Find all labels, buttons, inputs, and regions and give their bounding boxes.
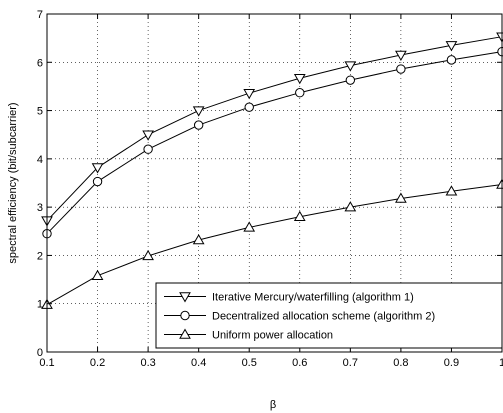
y-tick-label: 2 xyxy=(37,250,43,262)
data-point xyxy=(445,185,458,196)
x-tick-label: 0.3 xyxy=(140,357,155,369)
series-layer xyxy=(41,32,503,309)
data-point xyxy=(293,210,306,222)
data-point xyxy=(91,163,104,174)
data-point xyxy=(91,269,104,280)
legend-entry: Uniform power allocation xyxy=(164,328,333,342)
x-tick-label: 0.8 xyxy=(393,357,408,369)
x-tick-label: 0.6 xyxy=(292,357,307,369)
legend-box xyxy=(155,282,503,349)
y-tick-label: 7 xyxy=(37,9,43,21)
legend-entry: Iterative Mercury/waterfilling (algorith… xyxy=(164,292,414,304)
series-1 xyxy=(41,32,503,227)
y-tick-label: 3 xyxy=(37,202,43,214)
y-tick-label: 6 xyxy=(37,57,43,69)
data-point xyxy=(92,176,103,187)
data-point xyxy=(446,55,457,65)
y-tick-label: 4 xyxy=(37,154,43,166)
data-point xyxy=(192,106,205,117)
series-line xyxy=(46,51,503,235)
data-point xyxy=(344,61,357,72)
data-point xyxy=(395,192,407,203)
data-point xyxy=(243,88,256,100)
y-tick-label: 5 xyxy=(37,106,43,118)
data-point xyxy=(396,64,406,74)
data-point xyxy=(395,50,407,62)
legend-label: Decentralized allocation scheme (algorit… xyxy=(212,311,435,323)
series-line xyxy=(46,183,503,306)
x-tick-label: 0.2 xyxy=(90,357,105,369)
legend-marker xyxy=(179,292,191,303)
legend-label: Iterative Mercury/waterfilling (algorith… xyxy=(212,292,414,304)
plot-frame xyxy=(46,13,503,353)
data-point xyxy=(142,249,154,261)
series-line xyxy=(46,36,503,222)
x-tick-label: 0.9 xyxy=(444,357,459,369)
data-point xyxy=(295,88,305,98)
legend: Iterative Mercury/waterfilling (algorith… xyxy=(155,282,503,349)
x-tick-label: 0.7 xyxy=(343,357,358,369)
data-point xyxy=(142,130,154,141)
y-axis-label: spectral efficiency (bit/subcarrier) xyxy=(7,102,19,263)
legend-marker xyxy=(179,328,191,339)
x-tick-label: 0.1 xyxy=(39,357,54,369)
data-point xyxy=(192,233,205,245)
x-tick-label: 0.4 xyxy=(191,357,206,369)
axis-ticks: 0.1 0.2 0.3 0.4 0.5 0.6 0.7 0.8 0.9 1 0 1 2 3 4 5 6 7 xyxy=(37,9,503,369)
data-point xyxy=(243,221,256,232)
data-point xyxy=(244,102,254,112)
y-tick-label: 0 xyxy=(37,347,43,359)
data-point xyxy=(293,73,306,85)
data-point xyxy=(193,120,204,130)
data-point xyxy=(344,201,357,212)
legend-marker xyxy=(180,310,190,321)
data-point xyxy=(345,75,356,85)
x-axis-label: β xyxy=(270,399,276,411)
data-point xyxy=(143,144,153,154)
data-point xyxy=(445,41,458,52)
x-tick-label: 1 xyxy=(499,357,503,369)
y-tick-label: 1 xyxy=(37,299,43,311)
legend-label: Uniform power allocation xyxy=(212,330,333,342)
x-tick-label: 0.5 xyxy=(242,357,257,369)
legend-entry: Decentralized allocation scheme (algorit… xyxy=(164,311,435,323)
